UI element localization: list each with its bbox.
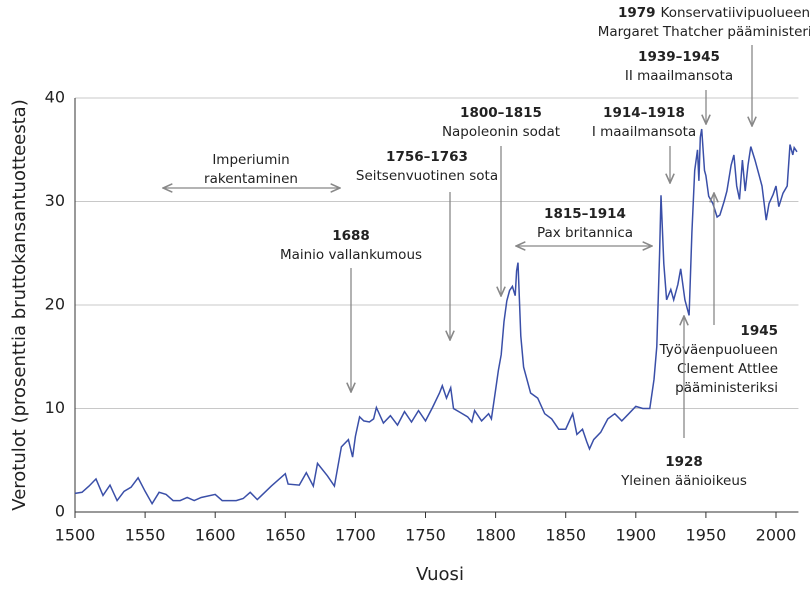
x-tick-label: 1800 <box>475 526 516 545</box>
annotation-heading: 1756–1763 <box>386 149 468 165</box>
x-tick-label: 1750 <box>405 526 446 545</box>
data-line <box>74 128 798 506</box>
x-tick-label: 1500 <box>55 526 96 545</box>
annotation-line: Imperiumin <box>212 152 289 168</box>
annotation-line: Margaret Thatcher pääministeriksi <box>598 24 810 40</box>
annotation-heading: 1815–1914 <box>544 206 626 222</box>
x-tick-label: 1650 <box>265 526 306 545</box>
annotation-line: pääministeriksi <box>675 380 778 396</box>
x-axis-title: Vuosi <box>416 564 464 585</box>
x-tick-label: 1600 <box>195 526 236 545</box>
annotation-heading: 1800–1815 <box>460 105 542 121</box>
annotation-heading: 1914–1918 <box>603 105 685 121</box>
y-tick-label: 30 <box>45 191 65 210</box>
annotation-line: Työväenpuolueen <box>659 342 778 358</box>
x-tick-label: 2000 <box>756 526 797 545</box>
annotation-line: Mainio vallankumous <box>280 247 422 263</box>
annotation-line: II maailmansota <box>625 68 733 84</box>
y-axis-title: Verotulot (prosenttia bruttokansantuotte… <box>9 99 30 510</box>
annotation-line: Seitsenvuotinen sota <box>356 168 498 184</box>
annotation-line: Yleinen äänioikeus <box>620 473 747 489</box>
annotation-line: rakentaminen <box>204 171 298 187</box>
y-tick-label: 10 <box>45 398 65 417</box>
annotation-line: I maailmansota <box>592 124 696 140</box>
annotation-line: Konservatiivipuolueen <box>661 5 810 21</box>
annotation-line: Clement Attlee <box>677 361 778 377</box>
y-tick-label: 0 <box>55 502 65 521</box>
y-tick-label: 40 <box>45 88 65 107</box>
annotation-heading: 1939–1945 <box>638 49 720 65</box>
annotation-heading: 1928 <box>665 454 703 470</box>
x-tick-label: 1950 <box>686 526 727 545</box>
annotation-line: Pax britannica <box>537 225 633 241</box>
annotation-heading: 1688 <box>332 228 370 244</box>
x-tick-label: 1900 <box>615 526 656 545</box>
x-tick-label: 1850 <box>545 526 586 545</box>
annotation-line: Napoleonin sodat <box>442 124 560 140</box>
annotation-heading: 1979 <box>618 5 656 21</box>
annotation-text: 1979 Konservatiivipuolueen <box>618 5 810 21</box>
y-tick-label: 20 <box>45 295 65 314</box>
x-tick-label: 1700 <box>335 526 376 545</box>
annotation-heading: 1945 <box>740 323 778 339</box>
x-tick-label: 1550 <box>125 526 166 545</box>
